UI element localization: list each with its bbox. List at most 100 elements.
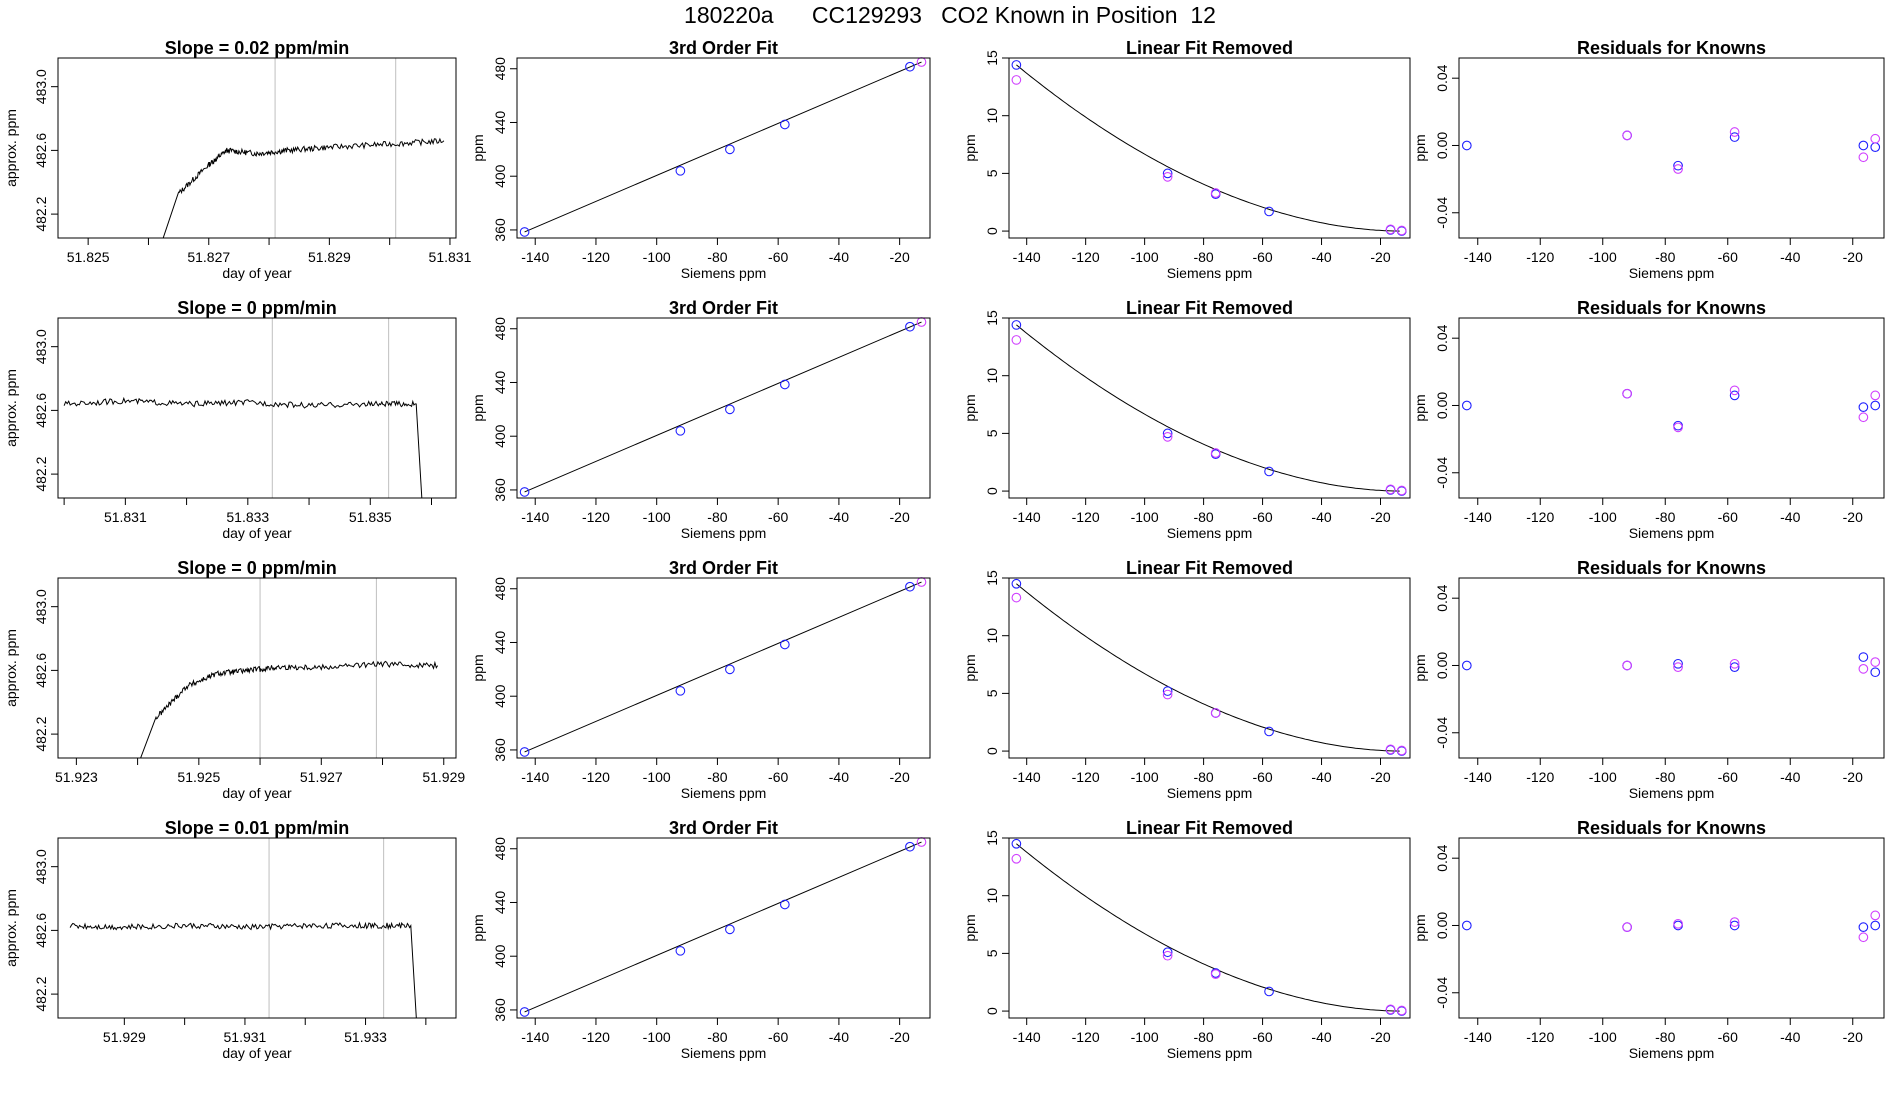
- x-tick-label: -80: [1193, 509, 1213, 525]
- data-point: [1858, 140, 1869, 151]
- x-tick-label: -100: [643, 509, 671, 525]
- x-tick-label: -140: [1013, 509, 1041, 525]
- panel-4-4: Residuals for Knowns -140 -120 -100 -80 -60 -4…: [1412, 818, 1885, 1061]
- data-point: [1396, 225, 1407, 236]
- data-point: [1162, 686, 1173, 696]
- x-axis-label: Siemens ppm: [1629, 1045, 1715, 1061]
- x-tick-label: -140: [1013, 769, 1041, 785]
- panel-2-2: 3rd Order Fit -140 -120 -100 -80 -60 -40 -20 Sie…: [470, 298, 931, 541]
- x-tick-label: -20: [1370, 769, 1390, 785]
- y-tick-label: 15: [984, 50, 1000, 66]
- y-tick-label: 440: [492, 631, 508, 655]
- y-axis-label: ppm: [962, 394, 978, 421]
- x-tick-label: -120: [1072, 509, 1100, 525]
- plot-frame: [1458, 57, 1885, 239]
- data-point: [1622, 388, 1632, 399]
- panel-2-3: Linear Fit Removed -140 -120 -100 -80 -60 -40 -…: [962, 298, 1411, 541]
- x-tick-label: 51.929: [103, 1029, 146, 1045]
- x-tick-label: -20: [890, 1029, 910, 1045]
- data-point: [1011, 60, 1022, 70]
- y-tick-label: 482.6: [33, 913, 49, 948]
- y-axis-label: ppm: [1412, 394, 1428, 421]
- x-tick-label: -140: [1464, 769, 1492, 785]
- x-tick-label: -20: [1843, 509, 1863, 525]
- x-tick-label: -100: [1131, 249, 1159, 265]
- data-point: [1011, 320, 1022, 330]
- data-point: [1673, 160, 1683, 171]
- panel-title: Slope = 0.02 ppm/min: [165, 38, 350, 58]
- x-tick-label: -120: [1526, 249, 1554, 265]
- data-point: [519, 1007, 530, 1017]
- y-axis-label: ppm: [962, 134, 978, 161]
- x-tick-label: 51.829: [308, 249, 351, 265]
- x-tick-label: -100: [1131, 509, 1159, 525]
- plot-frame: [516, 577, 931, 759]
- x-tick-label: -20: [1843, 1029, 1863, 1045]
- x-tick-label: -20: [1843, 249, 1863, 265]
- x-axis-label: Siemens ppm: [1167, 785, 1253, 801]
- fit-line: [524, 581, 922, 753]
- x-tick-label: 51.923: [55, 769, 98, 785]
- x-tick-label: -20: [890, 249, 910, 265]
- y-tick-label: 5: [984, 949, 1000, 957]
- x-tick-label: 51.929: [422, 769, 465, 785]
- panel-4-2: 3rd Order Fit -140 -120 -100 -80 -60 -40 -20 Sie…: [470, 818, 931, 1061]
- data-point: [1011, 75, 1022, 85]
- plot-frame: [57, 57, 457, 239]
- x-tick-label: -80: [1193, 769, 1213, 785]
- x-tick-label: -120: [1072, 769, 1100, 785]
- panel-title: Residuals for Knowns: [1577, 818, 1766, 838]
- y-tick-label: -0.04: [1434, 457, 1450, 489]
- y-tick-label: 480: [492, 317, 508, 341]
- x-tick-label: -40: [1780, 509, 1800, 525]
- x-axis-label: day of year: [222, 1045, 292, 1061]
- x-tick-label: 51.933: [344, 1029, 387, 1045]
- y-axis-label: ppm: [1412, 914, 1428, 941]
- x-tick-label: -120: [1526, 769, 1554, 785]
- figure-title: 180220a CC129293 CO2 Known in Position 1…: [684, 2, 1216, 28]
- plot-frame: [1458, 317, 1885, 499]
- panel-4-1: Slope = 0.01 ppm/min 51.929 51.931 51.933 da…: [3, 818, 457, 1061]
- x-tick-label: -40: [1780, 249, 1800, 265]
- panel-title: Residuals for Knowns: [1577, 298, 1766, 318]
- x-tick-label: -140: [521, 249, 549, 265]
- y-tick-label: 400: [492, 944, 508, 968]
- x-tick-label: 51.931: [224, 1029, 267, 1045]
- panel-title: Residuals for Knowns: [1577, 38, 1766, 58]
- data-point: [519, 747, 530, 757]
- x-tick-label: -120: [582, 769, 610, 785]
- data-point: [1870, 142, 1881, 153]
- data-point: [1729, 662, 1740, 673]
- y-tick-label: 482.2: [33, 456, 49, 491]
- x-tick-label: -20: [1370, 509, 1390, 525]
- y-tick-label: 360: [492, 218, 508, 242]
- data-point: [1162, 431, 1173, 442]
- x-tick-label: -40: [1311, 769, 1331, 785]
- x-tick-label: -60: [1718, 249, 1738, 265]
- x-axis-label: day of year: [222, 265, 292, 281]
- x-tick-label: -140: [1013, 249, 1041, 265]
- x-axis-label: Siemens ppm: [1629, 265, 1715, 281]
- y-tick-label: 5: [984, 429, 1000, 437]
- data-point: [1162, 950, 1173, 961]
- x-tick-label: -60: [768, 249, 788, 265]
- data-point: [1011, 592, 1022, 603]
- panel-title: Slope = 0 ppm/min: [177, 298, 337, 318]
- y-tick-label: -0.04: [1434, 197, 1450, 229]
- data-point: [779, 639, 790, 650]
- y-tick-label: 400: [492, 424, 508, 448]
- x-tick-label: -60: [768, 769, 788, 785]
- x-tick-label: -80: [707, 249, 727, 265]
- data-point: [1870, 400, 1881, 411]
- data-point: [1385, 744, 1396, 755]
- y-tick-label: 10: [984, 108, 1000, 124]
- y-axis-label: ppm: [470, 914, 486, 941]
- data-point: [779, 899, 790, 910]
- x-axis-label: Siemens ppm: [1167, 265, 1253, 281]
- y-tick-label: 0.04: [1434, 64, 1450, 91]
- x-axis-label: Siemens ppm: [681, 785, 767, 801]
- data-point: [1729, 917, 1740, 927]
- x-tick-label: -140: [1464, 249, 1492, 265]
- x-tick-label: 51.925: [177, 769, 220, 785]
- data-point: [1210, 708, 1221, 718]
